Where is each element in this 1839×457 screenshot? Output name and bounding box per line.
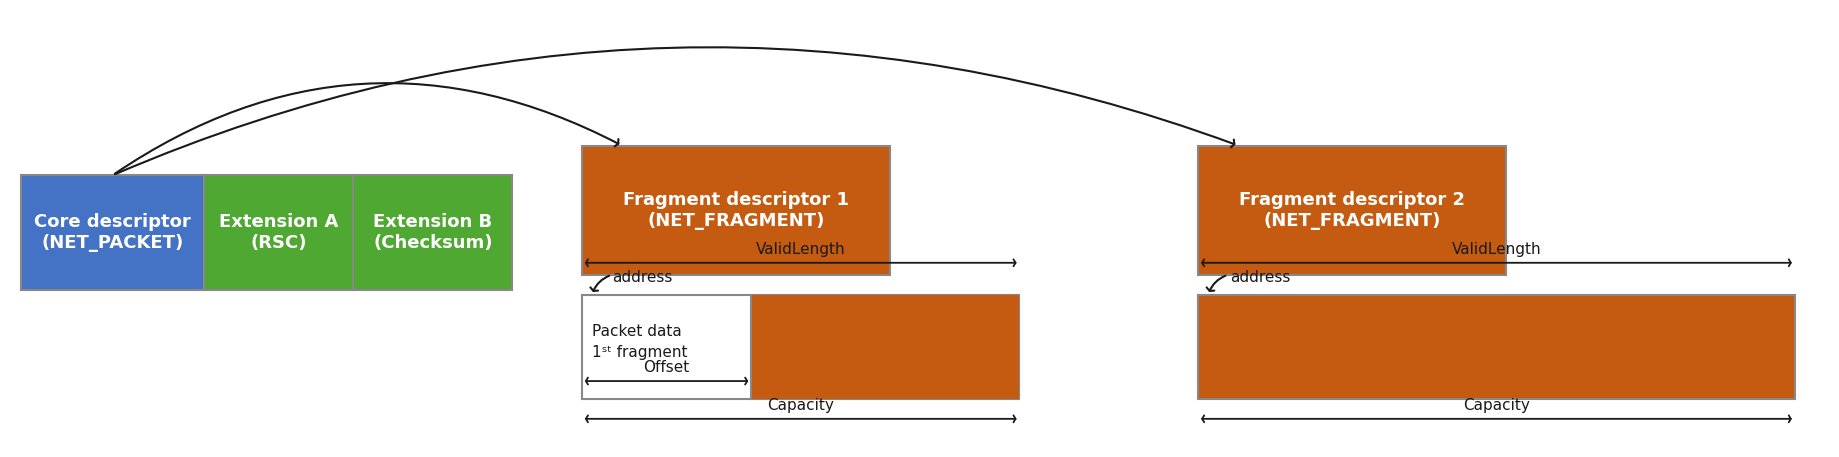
Bar <box>581 295 1019 399</box>
Text: Capacity: Capacity <box>767 398 833 413</box>
Text: Packet data: Packet data <box>592 324 682 339</box>
Bar <box>353 175 513 290</box>
Text: ValidLength: ValidLength <box>756 242 846 257</box>
Text: Fragment descriptor 2
(NET_FRAGMENT): Fragment descriptor 2 (NET_FRAGMENT) <box>1239 191 1464 229</box>
Bar <box>581 145 890 275</box>
Text: Capacity: Capacity <box>1462 398 1528 413</box>
Text: Extension A
(RSC): Extension A (RSC) <box>219 213 338 252</box>
Bar <box>204 175 353 290</box>
Text: Extension B
(Checksum): Extension B (Checksum) <box>373 213 493 252</box>
Text: Core descriptor
(NET_PACKET): Core descriptor (NET_PACKET) <box>35 213 191 252</box>
Text: Fragment descriptor 1
(NET_FRAGMENT): Fragment descriptor 1 (NET_FRAGMENT) <box>623 191 848 229</box>
Bar <box>1197 145 1506 275</box>
Text: ValidLength: ValidLength <box>1451 242 1541 257</box>
Text: address: address <box>612 270 671 285</box>
Text: 1ˢᵗ fragment: 1ˢᵗ fragment <box>592 345 688 361</box>
Text: Offset: Offset <box>644 360 690 375</box>
Text: address: address <box>1230 270 1289 285</box>
Bar <box>20 175 204 290</box>
Bar <box>750 295 1019 399</box>
Bar <box>1197 295 1793 399</box>
